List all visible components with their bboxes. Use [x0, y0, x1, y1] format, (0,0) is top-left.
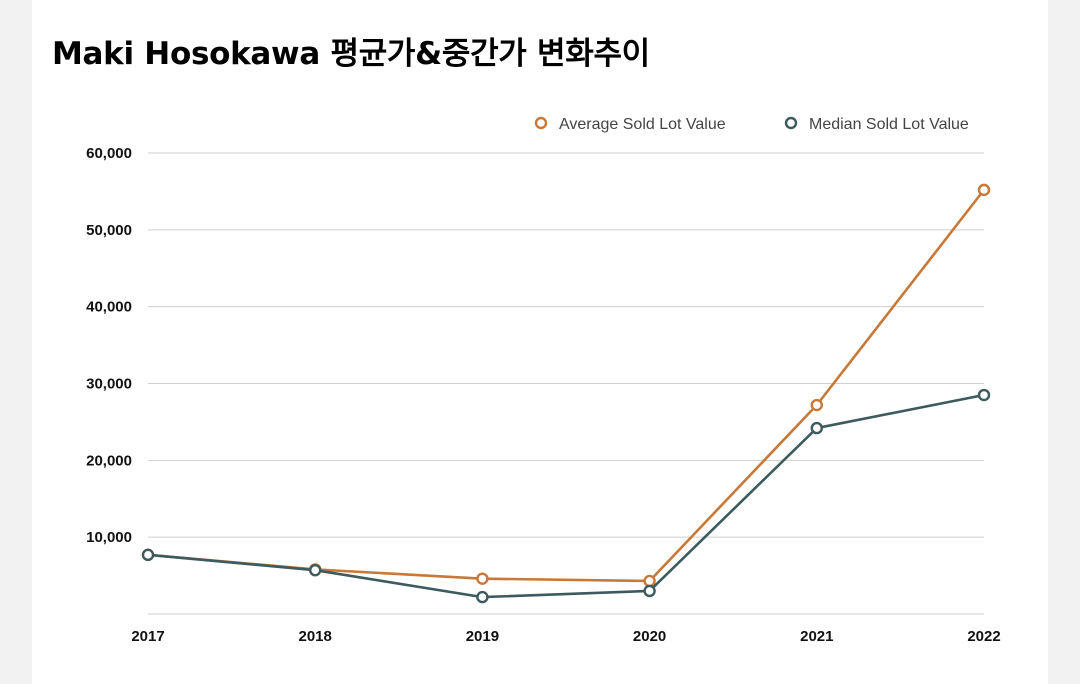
y-tick-label: 10,000 — [86, 529, 132, 546]
y-tick-label: 60,000 — [86, 145, 132, 162]
data-point — [977, 183, 991, 197]
x-tick-label: 2018 — [299, 628, 332, 645]
legend-item: Median Sold Lot Value — [784, 116, 969, 133]
series-median-sold-lot-value — [141, 388, 991, 604]
legend-marker — [534, 116, 548, 130]
legend-item: Average Sold Lot Value — [534, 116, 726, 133]
series-line — [146, 188, 986, 583]
legend-marker — [784, 116, 798, 130]
data-point — [643, 584, 656, 598]
data-point — [476, 590, 489, 604]
data-point — [643, 574, 656, 588]
chart-title: Maki Hosokawa 평균가&중간가 변화추이 — [52, 36, 650, 72]
x-tick-label: 2021 — [800, 628, 833, 645]
x-tick-label: 2020 — [633, 628, 666, 645]
y-tick-label: 40,000 — [86, 299, 132, 316]
y-axis-ticks: 10,000 20,000 30,000 40,000 50,000 60,000 — [86, 145, 132, 546]
data-point — [309, 564, 322, 577]
x-tick-label: 2017 — [131, 628, 164, 645]
y-tick-label: 50,000 — [86, 222, 132, 239]
series-average-sold-lot-value — [141, 183, 991, 588]
data-point — [141, 548, 155, 562]
data-point — [810, 421, 823, 435]
data-point — [810, 398, 823, 412]
legend-label: Average Sold Lot Value — [559, 116, 726, 133]
x-axis-ticks: 2017 2018 2019 2020 2021 2022 — [131, 628, 1000, 645]
legend-label: Median Sold Lot Value — [809, 116, 969, 133]
legend: Average Sold Lot Value Median Sold Lot Va… — [534, 116, 969, 133]
x-tick-label: 2022 — [967, 628, 1000, 645]
grid-layer — [148, 152, 984, 615]
chart-card — [32, 0, 1048, 684]
x-tick-label: 2019 — [466, 628, 499, 645]
y-tick-label: 30,000 — [86, 376, 132, 393]
series-line — [146, 393, 986, 599]
data-point — [977, 388, 991, 402]
data-point — [476, 572, 489, 585]
series-layer — [141, 183, 991, 604]
y-tick-label: 20,000 — [86, 452, 132, 469]
